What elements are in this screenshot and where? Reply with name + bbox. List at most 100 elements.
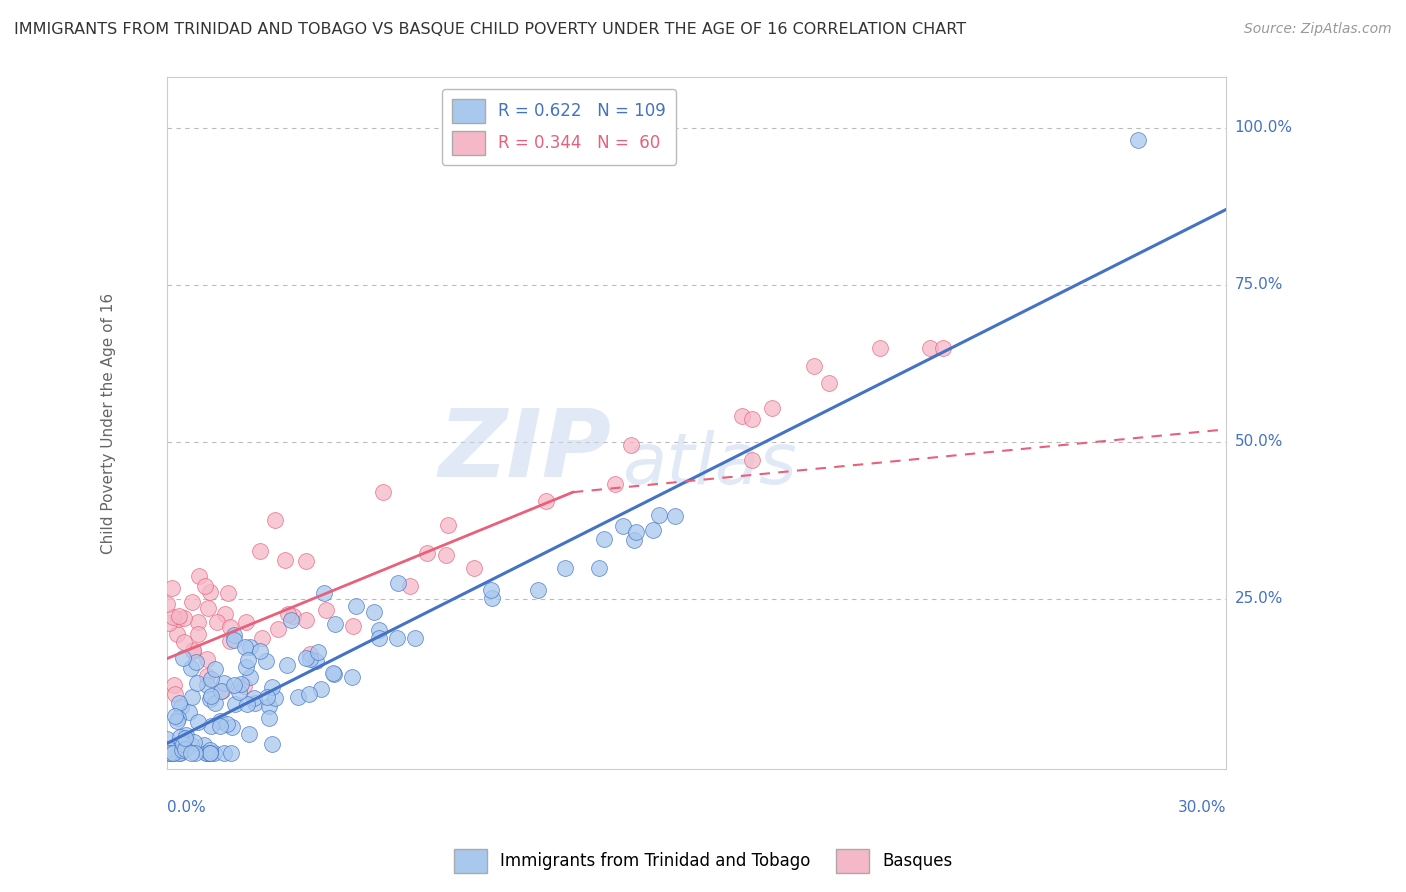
Point [264, 513, 287, 527]
Point [163, 687, 186, 701]
Point [256, 690, 278, 705]
Point [235, 660, 257, 674]
Point [416, 546, 439, 560]
Point [238, 727, 260, 741]
Point [187, 627, 209, 641]
Point [404, 631, 426, 645]
Point [228, 684, 250, 698]
Point [200, 689, 222, 703]
Point [342, 618, 364, 632]
Point [603, 476, 626, 491]
Point [166, 626, 188, 640]
Point [298, 687, 321, 701]
Point [166, 612, 188, 626]
Point [181, 644, 204, 658]
Point [224, 697, 246, 711]
Point [173, 742, 195, 756]
Point [254, 654, 277, 668]
Point [249, 544, 271, 558]
Point [593, 533, 616, 547]
Point [368, 623, 391, 637]
Point [588, 561, 610, 575]
Point [163, 746, 186, 760]
Legend: Immigrants from Trinidad and Tobago, Basques: Immigrants from Trinidad and Tobago, Bas… [447, 842, 959, 880]
Point [174, 731, 197, 745]
Point [932, 341, 955, 355]
Point [204, 662, 226, 676]
Point [200, 719, 222, 733]
Point [173, 611, 195, 625]
Point [194, 579, 217, 593]
Text: atlas: atlas [623, 430, 797, 499]
Point [869, 341, 891, 355]
Point [197, 601, 219, 615]
Point [195, 652, 218, 666]
Point [184, 656, 207, 670]
Point [295, 554, 318, 568]
Point [624, 525, 647, 540]
Point [664, 509, 686, 524]
Point [172, 737, 194, 751]
Point [257, 711, 280, 725]
Point [918, 341, 941, 355]
Text: 25.0%: 25.0% [1234, 591, 1282, 607]
Point [371, 485, 394, 500]
Point [165, 708, 187, 723]
Point [315, 603, 337, 617]
Point [198, 691, 221, 706]
Point [437, 518, 460, 533]
Point [156, 732, 179, 747]
Point [274, 553, 297, 567]
Point [195, 669, 218, 683]
Point [267, 622, 290, 636]
Point [209, 714, 232, 729]
Point [643, 523, 665, 537]
Point [249, 644, 271, 658]
Point [276, 658, 298, 673]
Point [243, 696, 266, 710]
Point [181, 595, 204, 609]
Point [218, 633, 240, 648]
Point [232, 679, 254, 693]
Point [194, 746, 217, 760]
Point [195, 746, 218, 760]
Point [183, 746, 205, 760]
Point [294, 613, 316, 627]
Point [200, 746, 222, 760]
Point [620, 438, 643, 452]
Point [170, 699, 193, 714]
Point [173, 635, 195, 649]
Point [283, 609, 305, 624]
Point [172, 743, 194, 757]
Point [183, 735, 205, 749]
Point [195, 678, 218, 692]
Legend: R = 0.622   N = 109, R = 0.344   N =  60: R = 0.622 N = 109, R = 0.344 N = 60 [441, 89, 676, 165]
Point [731, 409, 754, 423]
Point [363, 605, 385, 619]
Point [295, 651, 318, 665]
Point [399, 579, 422, 593]
Point [257, 698, 280, 713]
Point [174, 727, 197, 741]
Point [463, 560, 485, 574]
Text: Source: ZipAtlas.com: Source: ZipAtlas.com [1244, 22, 1392, 37]
Point [252, 631, 274, 645]
Point [224, 627, 246, 641]
Point [167, 711, 190, 725]
Point [180, 746, 202, 760]
Point [554, 561, 576, 575]
Point [172, 651, 194, 665]
Text: IMMIGRANTS FROM TRINIDAD AND TOBAGO VS BASQUE CHILD POVERTY UNDER THE AGE OF 16 : IMMIGRANTS FROM TRINIDAD AND TOBAGO VS B… [14, 22, 966, 37]
Point [157, 746, 180, 760]
Point [647, 508, 669, 522]
Point [481, 591, 503, 605]
Text: Child Poverty Under the Age of 16: Child Poverty Under the Age of 16 [101, 293, 117, 554]
Point [235, 615, 257, 630]
Point [298, 647, 321, 661]
Point [387, 576, 409, 591]
Point [188, 569, 211, 583]
Point [803, 359, 825, 373]
Point [239, 671, 262, 685]
Point [157, 742, 180, 756]
Point [179, 705, 201, 719]
